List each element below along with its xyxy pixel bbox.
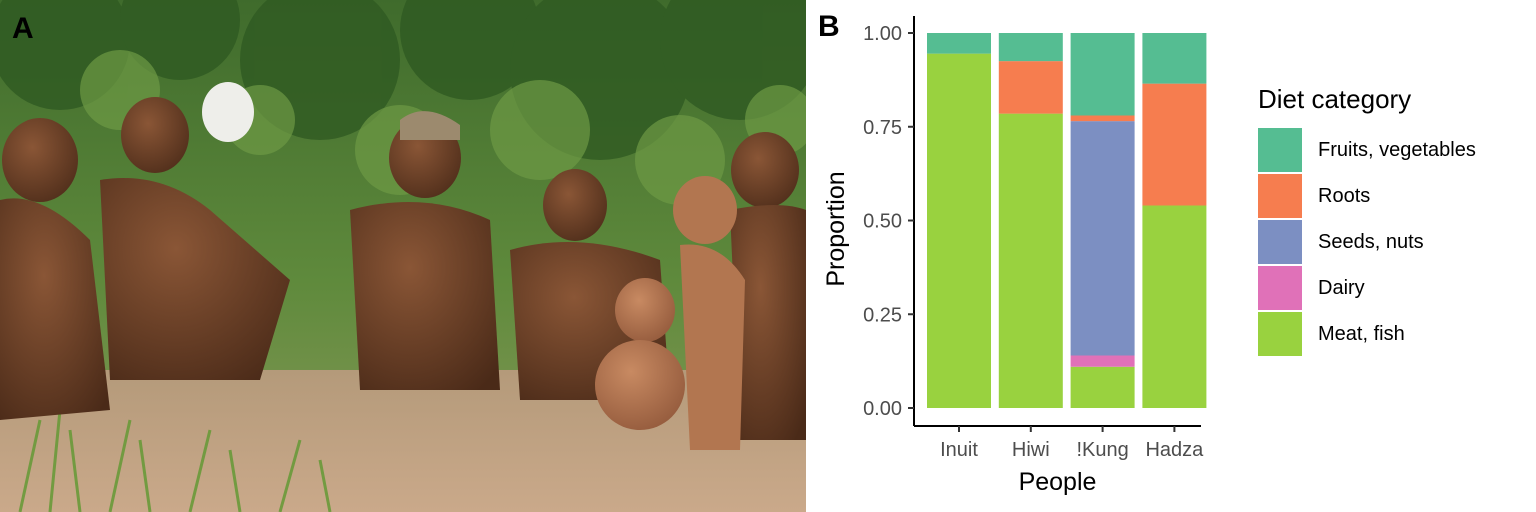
legend-item: Fruits, vegetables — [1258, 127, 1476, 173]
legend-item: Roots — [1258, 173, 1476, 219]
legend: Diet category Fruits, vegetables Roots See… — [1258, 84, 1476, 357]
legend-label: Meat, fish — [1318, 322, 1405, 345]
legend-label: Dairy — [1318, 276, 1365, 299]
legend-item: Meat, fish — [1258, 311, 1476, 357]
y-tick-label: 0.25 — [863, 304, 902, 326]
x-tick-label: Inuit — [940, 439, 978, 461]
y-tick-label: 0.50 — [863, 211, 902, 233]
bar-segment-inuit-meat-fish — [927, 53, 991, 408]
legend-swatch — [1258, 266, 1302, 310]
y-axis: 0.00 0.25 0.50 0.75 1.00 — [863, 16, 915, 426]
x-axis: Inuit Hiwi !Kung Hadza — [914, 425, 1204, 461]
legend-swatch — [1258, 128, 1302, 172]
bar-segment-kung-meat-fish — [1070, 366, 1135, 408]
bar-segment-hiwi-meat-fish — [998, 113, 1063, 408]
photo-panel — [0, 0, 806, 512]
legend-label: Fruits, vegetables — [1318, 138, 1476, 161]
legend-label: Roots — [1318, 184, 1371, 207]
legend-swatch — [1258, 174, 1302, 218]
bar-segment-inuit-fruits-vegetables — [927, 33, 991, 54]
legend-item: Seeds, nuts — [1258, 219, 1476, 265]
bar-segment-hadza-meat-fish — [1142, 205, 1207, 408]
stacked-bar-chart: 0.00 0.25 0.50 0.75 1.00 Inuit Hiwi !Kung Hadza… — [822, 16, 1207, 496]
bar-segment-kung-fruits-vegetables — [1070, 33, 1135, 116]
legend-swatch — [1258, 220, 1302, 264]
legend-items: Fruits, vegetables Roots Seeds, nuts Dairy M… — [1258, 127, 1476, 357]
x-tick-label: Hadza — [1145, 439, 1204, 461]
foragers-photo — [0, 0, 806, 512]
diet-chart-panel: 0.00 0.25 0.50 0.75 1.00 Inuit Hiwi !Kung Hadza… — [806, 0, 1536, 512]
y-tick-label: 0.75 — [863, 117, 902, 139]
bar-segment-kung-seeds-nuts — [1070, 121, 1135, 356]
y-tick-label: 1.00 — [863, 23, 902, 45]
legend-item: Dairy — [1258, 265, 1476, 311]
legend-label: Seeds, nuts — [1318, 230, 1424, 253]
bar-segment-hiwi-fruits-vegetables — [998, 33, 1063, 62]
x-tick-label: !Kung — [1076, 439, 1128, 461]
bar-segment-hadza-roots — [1142, 83, 1207, 206]
bar-segment-kung-dairy — [1070, 355, 1135, 367]
panel-label-b: B — [818, 10, 840, 43]
y-axis-title: Proportion — [822, 171, 850, 286]
x-tick-label: Hiwi — [1012, 439, 1050, 461]
bar-segment-hadza-fruits-vegetables — [1142, 33, 1207, 84]
bar-segment-hiwi-roots — [998, 61, 1063, 114]
y-tick-label: 0.00 — [863, 398, 902, 420]
x-axis-title: People — [1019, 468, 1097, 496]
panel-label-a: A — [12, 12, 34, 45]
legend-swatch — [1258, 312, 1302, 356]
legend-title: Diet category — [1258, 84, 1412, 114]
bars-group — [927, 33, 1207, 408]
bar-segment-kung-roots — [1070, 115, 1135, 122]
